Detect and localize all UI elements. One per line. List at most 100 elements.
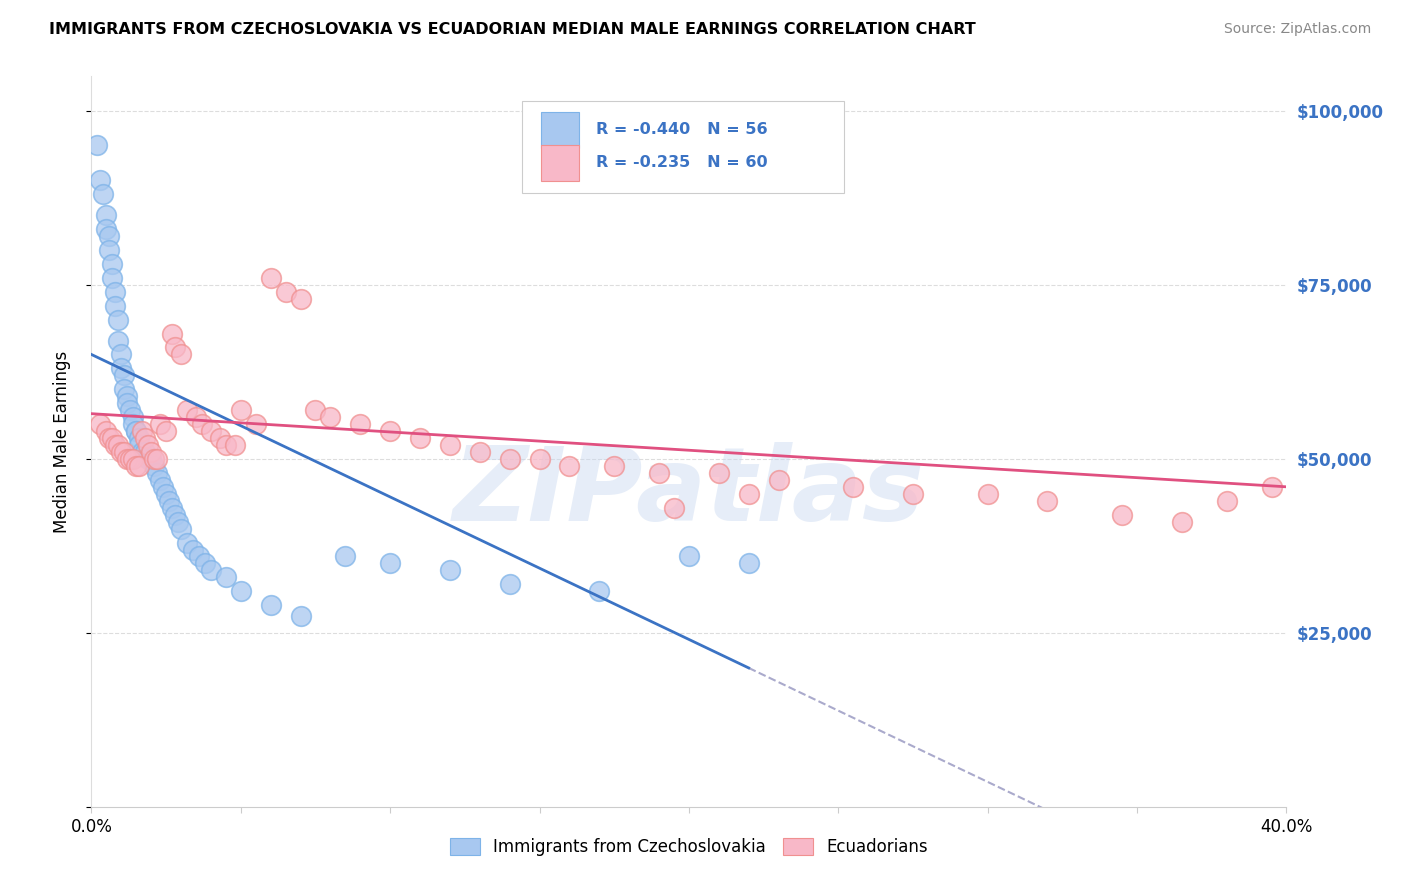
Text: R = -0.235   N = 60: R = -0.235 N = 60 (596, 155, 768, 170)
Point (120, 403, 142, 417)
Point (603, 458, 626, 473)
Point (115, 396, 138, 410)
FancyBboxPatch shape (541, 145, 579, 181)
FancyBboxPatch shape (522, 102, 844, 193)
Point (112, 368, 135, 383)
Point (104, 285, 127, 299)
Point (215, 570, 238, 584)
Point (143, 458, 166, 473)
Point (122, 417, 145, 431)
Point (115, 452, 138, 467)
Point (224, 438, 246, 452)
Point (901, 487, 924, 501)
Point (125, 424, 148, 438)
Point (89, 417, 111, 431)
Point (120, 452, 142, 467)
Point (110, 445, 132, 459)
Point (136, 452, 159, 467)
Point (208, 431, 231, 445)
Point (215, 438, 238, 452)
Point (188, 549, 211, 564)
Point (107, 438, 129, 452)
Point (170, 347, 193, 361)
Point (98, 229, 121, 244)
Point (141, 452, 163, 467)
Point (1036, 493, 1059, 508)
Point (155, 487, 177, 501)
Point (499, 452, 522, 467)
Point (737, 487, 759, 501)
Point (110, 347, 132, 361)
Point (115, 389, 138, 403)
Point (842, 480, 865, 494)
Point (499, 577, 522, 591)
Point (128, 458, 150, 473)
Point (200, 424, 222, 438)
Point (1111, 508, 1133, 522)
Point (122, 452, 145, 467)
Point (349, 417, 371, 431)
Point (136, 438, 159, 452)
Point (93, 187, 115, 202)
Point (134, 431, 156, 445)
Point (259, 270, 281, 285)
Point (152, 480, 174, 494)
Point (149, 473, 172, 487)
Point (409, 431, 432, 445)
Point (1216, 493, 1239, 508)
Point (112, 382, 135, 396)
Point (229, 584, 252, 599)
Point (98, 431, 121, 445)
Point (648, 466, 671, 480)
Point (200, 563, 222, 577)
Point (160, 500, 183, 515)
Point (131, 445, 153, 459)
Point (245, 417, 267, 431)
Point (737, 557, 759, 571)
Point (558, 458, 581, 473)
Point (122, 410, 145, 425)
Legend: Immigrants from Czechoslovakia, Ecuadorians: Immigrants from Czechoslovakia, Ecuadori… (441, 830, 936, 864)
Point (380, 424, 402, 438)
Point (181, 542, 204, 557)
Point (104, 438, 127, 452)
Point (184, 410, 207, 425)
Point (104, 299, 127, 313)
Point (1260, 480, 1282, 494)
Point (167, 515, 190, 529)
Point (96, 424, 118, 438)
Point (707, 466, 730, 480)
Point (259, 599, 281, 613)
Point (128, 431, 150, 445)
Point (134, 445, 156, 459)
Point (125, 458, 148, 473)
Point (101, 257, 124, 271)
Point (529, 452, 551, 467)
Point (98, 243, 121, 257)
Point (678, 549, 700, 564)
Point (176, 403, 198, 417)
Point (143, 452, 166, 467)
Point (439, 563, 461, 577)
Point (176, 535, 198, 549)
Point (89, 173, 111, 187)
Point (101, 270, 124, 285)
Point (86, 138, 108, 153)
Point (131, 424, 153, 438)
Y-axis label: Median Male Earnings: Median Male Earnings (52, 351, 70, 533)
Point (96, 222, 118, 236)
Point (380, 557, 402, 571)
Point (768, 473, 790, 487)
Point (335, 549, 357, 564)
Point (157, 493, 180, 508)
Point (1171, 515, 1194, 529)
Point (304, 403, 326, 417)
Point (146, 466, 169, 480)
Point (146, 452, 169, 467)
Point (662, 500, 685, 515)
Point (290, 608, 312, 623)
Point (160, 326, 183, 341)
Point (170, 522, 193, 536)
Point (191, 417, 214, 431)
Point (468, 445, 491, 459)
